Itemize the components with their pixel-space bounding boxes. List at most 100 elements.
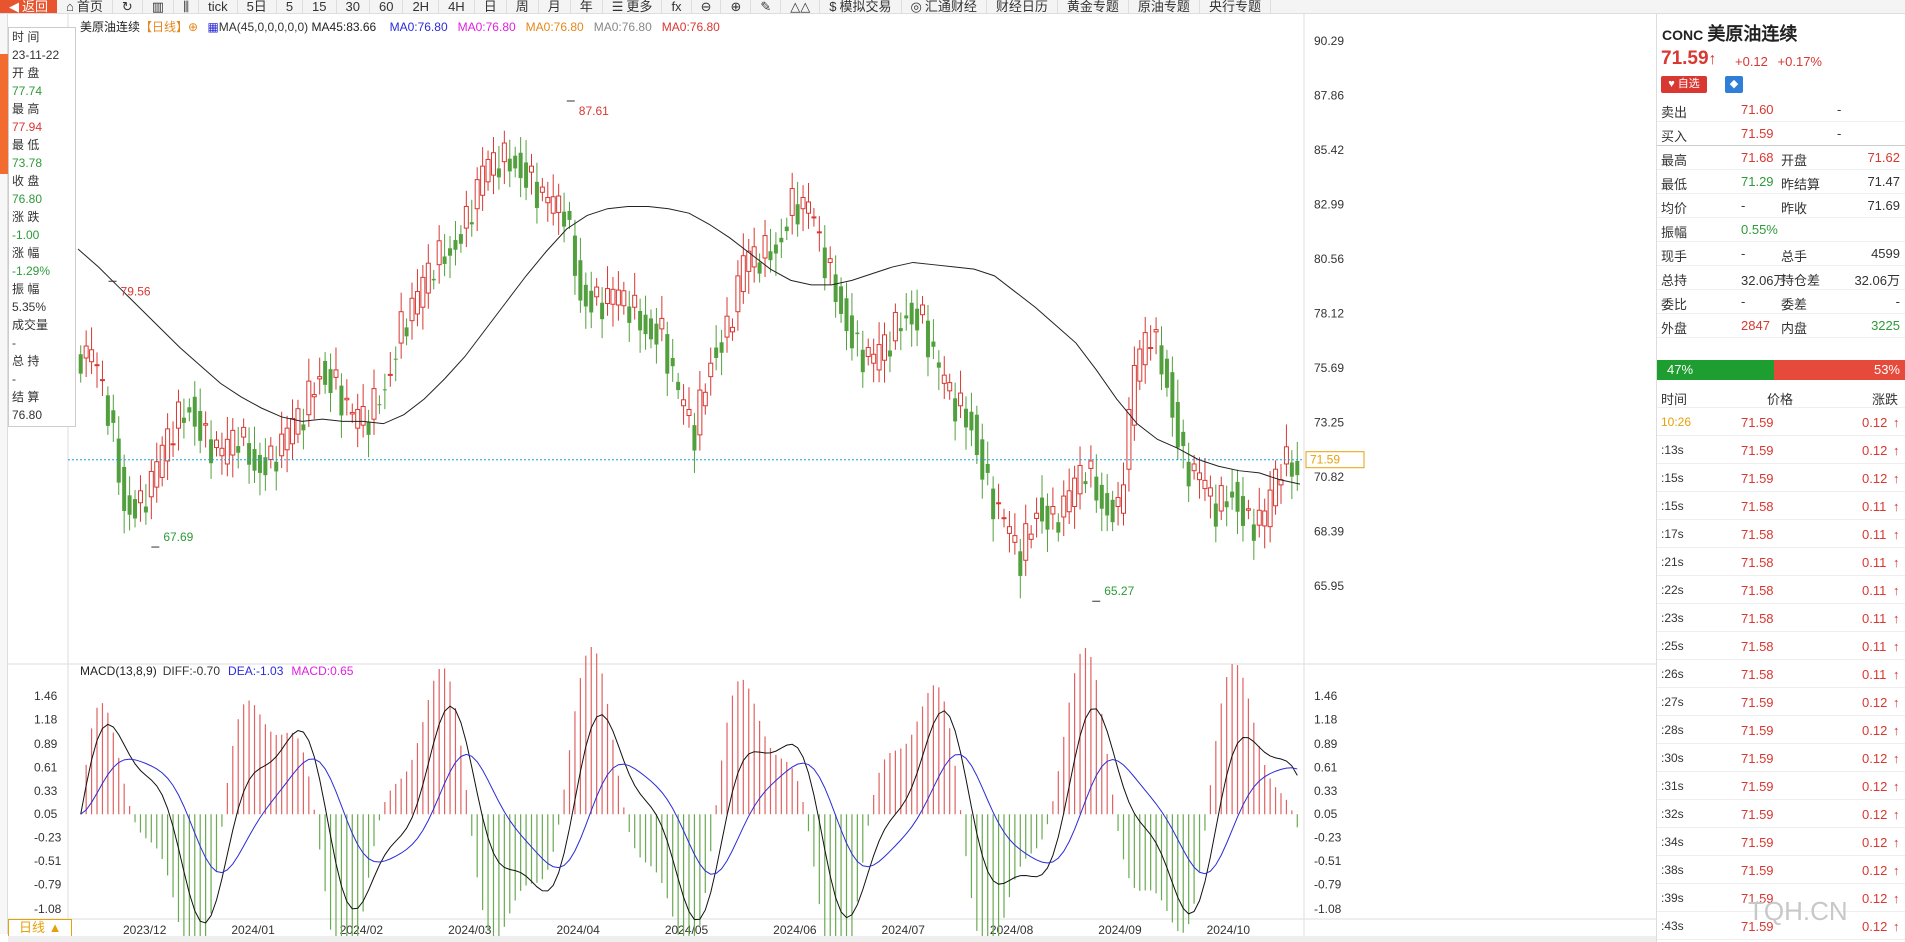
candle xyxy=(936,350,941,391)
sim-trade-button[interactable]: $ 模拟交易 xyxy=(820,0,902,13)
oil-topic-button[interactable]: 原油专题 xyxy=(1129,0,1200,14)
stat-label-2: 委差 xyxy=(1781,297,1808,312)
chart-area[interactable]: 90.29 87.86 85.42 82.99 80.56 78.12 75.69 73.25… xyxy=(8,14,1656,942)
change-value: +0.12 xyxy=(1735,54,1768,69)
candle xyxy=(290,399,296,460)
zoom-out-button[interactable]: ⊖ xyxy=(692,0,722,13)
candle xyxy=(539,178,545,202)
period-tab-7[interactable]: 日 xyxy=(475,0,507,13)
candle xyxy=(941,356,947,400)
candle xyxy=(1126,397,1132,492)
kline-button[interactable]: ⫼ xyxy=(174,0,200,13)
gold-topic-button[interactable]: 黄金专题 xyxy=(1058,0,1129,13)
change-percent: +0.17% xyxy=(1777,54,1822,69)
candle xyxy=(209,420,214,479)
period-tab-8[interactable]: 周 xyxy=(507,0,539,13)
back-button[interactable]: ◀ 返回 xyxy=(0,0,58,13)
candle xyxy=(513,146,518,178)
period-tab-4[interactable]: 60 xyxy=(370,0,404,13)
left-tab[interactable] xyxy=(0,54,8,174)
trade-change: 0.12 xyxy=(1862,695,1888,710)
candle xyxy=(137,475,143,522)
trade-row-1: :13s 71.59 0.12 ↑ xyxy=(1657,436,1905,464)
stat-value-2: - xyxy=(1895,294,1900,309)
add-indicator-icon[interactable]: ⊕ xyxy=(188,20,199,34)
period-tab-9[interactable]: 月 xyxy=(539,0,571,13)
period-switch[interactable]: 日线 ▲ xyxy=(8,919,72,937)
candle xyxy=(615,271,621,321)
candle xyxy=(1072,465,1078,529)
scroll-bar[interactable] xyxy=(8,936,1656,942)
candle xyxy=(1099,472,1104,532)
candle xyxy=(485,150,491,191)
calendar-button[interactable]: 财经日历 xyxy=(987,0,1058,13)
cb-topic-button[interactable]: 央行专题 xyxy=(1200,0,1271,13)
up-arrow-icon: ↑ xyxy=(1893,583,1900,598)
stat-value: - xyxy=(1741,294,1746,309)
up-arrow-icon: ↑ xyxy=(1893,751,1900,766)
info-key-5: 涨 跌 xyxy=(12,210,40,224)
stat-label: 最高 xyxy=(1661,153,1688,168)
period-tab-2[interactable]: 15 xyxy=(303,0,337,13)
macd-tick-left-2: 0.89 xyxy=(34,737,58,751)
candle xyxy=(377,395,382,414)
trade-row-6: :22s 71.58 0.11 ↑ xyxy=(1657,576,1905,604)
candle xyxy=(159,436,165,487)
candle xyxy=(805,182,811,229)
candle xyxy=(1202,457,1208,501)
zoom-in-button[interactable]: ⊕ xyxy=(721,0,752,13)
candle xyxy=(425,244,431,309)
up-arrow-icon: ↑ xyxy=(1893,695,1900,710)
up-arrow-icon: ↑ xyxy=(1893,527,1900,542)
candle xyxy=(1045,493,1050,553)
trade-change: 0.11 xyxy=(1862,583,1887,598)
current-price-tag xyxy=(1305,451,1365,469)
up-arrow-icon: ↑ xyxy=(1893,499,1900,514)
period-tab-0[interactable]: 5日 xyxy=(238,0,277,13)
candle xyxy=(860,330,865,388)
candle xyxy=(1105,474,1110,532)
candle xyxy=(501,130,507,185)
macd-tick-right-8: -0.79 xyxy=(1314,878,1342,892)
tick-button[interactable]: tick xyxy=(199,0,238,13)
candle xyxy=(393,346,398,382)
period-tab-6[interactable]: 4H xyxy=(439,0,475,13)
trade-price: 71.59 xyxy=(1741,779,1774,794)
candle xyxy=(311,382,317,420)
x-label-0: 2023/12 xyxy=(123,923,167,937)
alert-button[interactable]: ◆ xyxy=(1725,76,1743,93)
kline-chart[interactable]: 90.29 87.86 85.42 82.99 80.56 78.12 75.69 73.25… xyxy=(8,14,1656,942)
home-button[interactable]: ⌂ 首页 xyxy=(57,0,113,13)
trade-time: :39s xyxy=(1661,891,1684,905)
up-arrow-icon: ↑ xyxy=(1893,723,1900,738)
trade-row-14: :32s 71.59 0.12 ↑ xyxy=(1657,800,1905,828)
huitong-button[interactable]: ◎ 汇通财经 xyxy=(902,0,987,13)
trade-price: 71.59 xyxy=(1741,891,1774,906)
shape-button[interactable]: △△ xyxy=(781,0,821,13)
oil-topic-label: 原油专题 xyxy=(1137,0,1190,14)
period-tab-10[interactable]: 年 xyxy=(571,0,603,13)
add-favorite-button[interactable]: ♥ 自选 xyxy=(1661,76,1707,93)
macd-tick-left-3: 0.61 xyxy=(34,760,58,774)
stat-label-2: 持仓差 xyxy=(1781,273,1821,288)
period-tab-1[interactable]: 5 xyxy=(277,0,304,13)
candle xyxy=(686,387,692,428)
candle xyxy=(1273,460,1279,515)
period-tab-5[interactable]: 2H xyxy=(403,0,440,13)
info-key-0: 时 间 xyxy=(12,30,40,44)
candle xyxy=(1115,481,1121,526)
candle xyxy=(133,490,138,528)
trades-header-time: 时间 xyxy=(1661,392,1688,407)
refresh-button[interactable]: ↻ xyxy=(113,0,143,13)
candle xyxy=(980,423,985,499)
ask-price: 71.60 xyxy=(1741,102,1774,117)
macd-tick-left-6: -0.23 xyxy=(34,831,62,845)
period-tab-3[interactable]: 30 xyxy=(337,0,370,13)
macd-tick-left-1: 1.18 xyxy=(34,712,58,726)
draw-button[interactable]: ✎ xyxy=(751,0,782,13)
more-button[interactable]: ☰ 更多 xyxy=(603,0,663,13)
chart-type-button[interactable]: ▥ xyxy=(143,0,175,13)
candle xyxy=(1050,487,1056,530)
formula-button[interactable]: fx xyxy=(662,0,692,13)
ma-value-2: MA0:76.80 xyxy=(525,20,584,34)
